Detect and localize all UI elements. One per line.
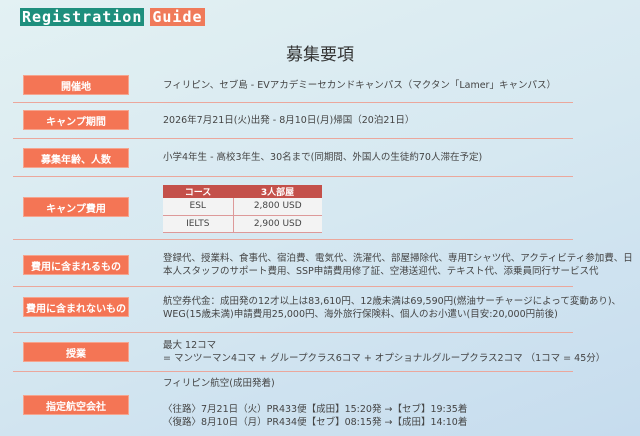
divider — [13, 176, 573, 177]
excluded-text: 航空券代金：成田発の12才以上は83,610円、12歳未満は69,590円(燃油… — [163, 296, 622, 320]
label-venue: 開催地 — [23, 75, 129, 95]
divider — [13, 286, 573, 287]
divider — [13, 138, 573, 139]
header-course: コース — [163, 185, 233, 198]
included-text: 登録代、授業料、食事代、宿泊費、電気代、洗濯代、部屋掃除代、専用Tシャツ代、アク… — [163, 253, 633, 277]
label-excluded: 費用に含まれないもの — [23, 297, 129, 317]
label-classes: 授業 — [23, 342, 129, 362]
classes-text: 最大 12コマ = マンツーマン4コマ + グループクラス6コマ + オプショナル… — [163, 340, 606, 364]
divider — [13, 102, 573, 103]
airline-text: フィリピン航空(成田発着) 〈往路〉7月21日（火）PR433便【成田】15:20… — [163, 378, 468, 428]
divider — [13, 239, 573, 240]
header-room: 3人部屋 — [233, 185, 322, 198]
label-age: 募集年齢、人数 — [23, 148, 129, 168]
label-included: 費用に含まれるもの — [23, 255, 129, 275]
page-title: 募集要項 — [286, 45, 354, 65]
registration-guide-logo: Registration Guide — [20, 8, 205, 26]
divider — [13, 332, 573, 333]
table-row: ESL 2,800 USD — [163, 198, 322, 216]
fee-table: コース 3人部屋 ESL 2,800 USD IELTS 2,900 USD — [163, 185, 322, 233]
table-row: IELTS 2,900 USD — [163, 215, 322, 233]
age-text: 小学4年生 - 高校3年生、30名まで(同期間、外国人の生徒約70人滞在予定) — [163, 152, 483, 163]
divider — [13, 371, 573, 372]
period-text: 2026年7月21日(火)出発 - 8月10日(月)帰国（20泊21日） — [163, 115, 415, 126]
label-fee: キャンプ費用 — [23, 197, 129, 217]
label-airline: 指定航空会社 — [23, 395, 129, 415]
venue-text: フィリピン、セブ島 - EVアカデミーセカンドキャンパス（マクタン「Lamer」… — [163, 80, 556, 91]
label-period: キャンプ期間 — [23, 110, 129, 130]
